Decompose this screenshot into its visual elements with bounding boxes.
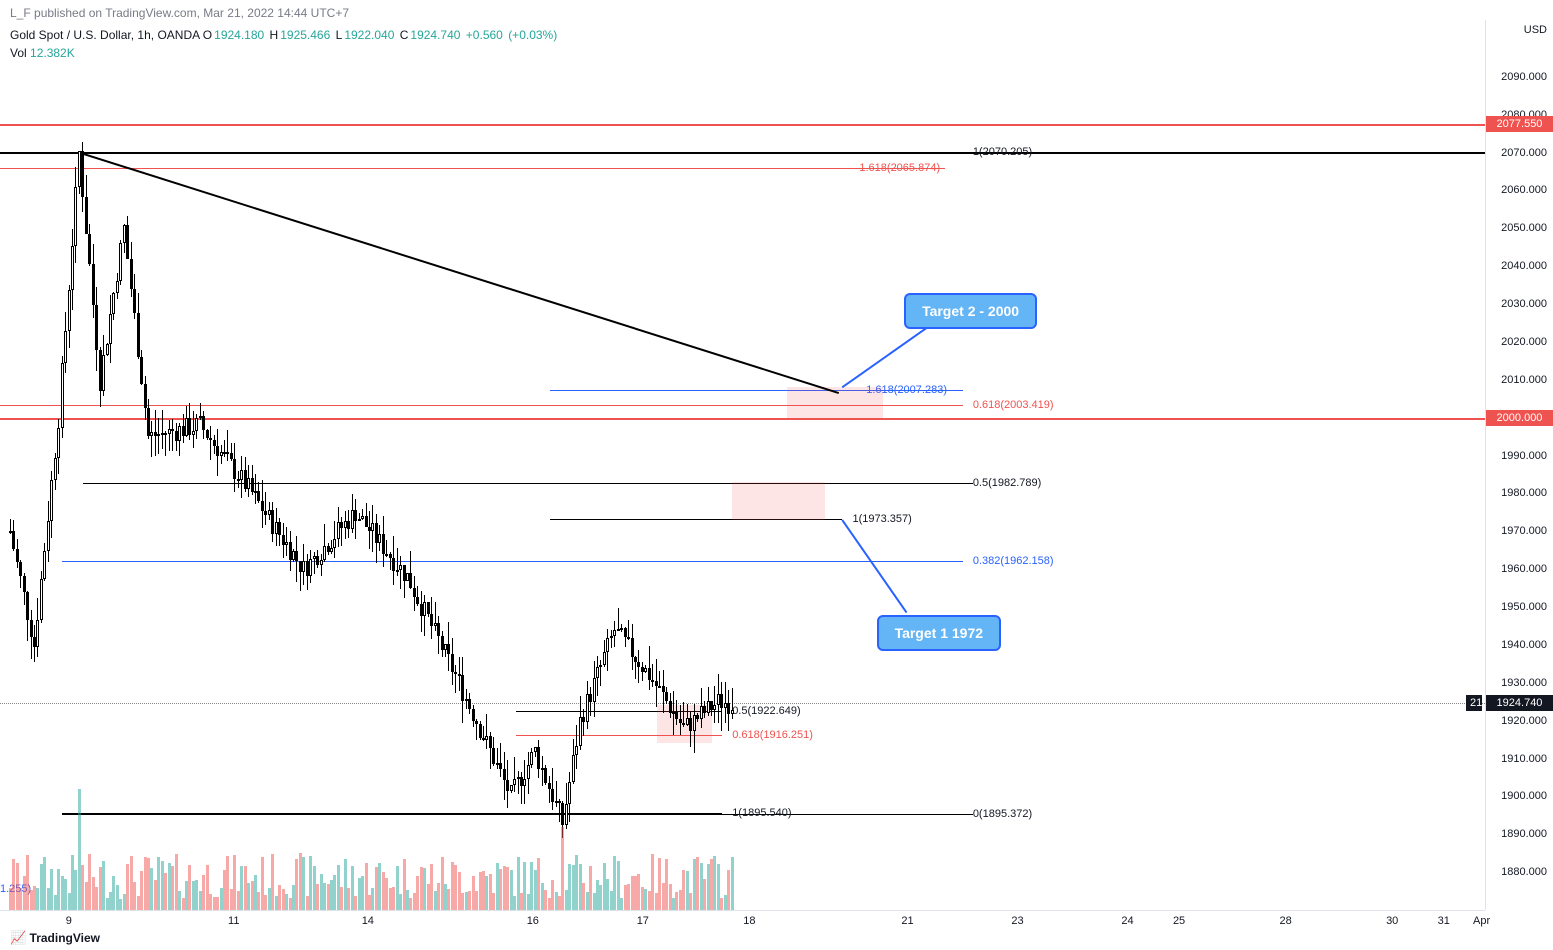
price-tick: 1970.000 xyxy=(1501,525,1547,537)
fib-label[interactable]: 1.618(2065.874) xyxy=(859,162,940,174)
fib-label[interactable]: 1(1973.357) xyxy=(853,513,912,525)
price-tick: 2070.000 xyxy=(1501,147,1547,159)
publish-header: L_F published on TradingView.com, Mar 21… xyxy=(10,6,349,20)
price-tick: 1950.000 xyxy=(1501,601,1547,613)
price-tick: 2020.000 xyxy=(1501,336,1547,348)
published-on: published on TradingView.com, xyxy=(34,6,200,20)
currency-label: USD xyxy=(1524,24,1547,36)
price-badge: 2000.000 xyxy=(1486,410,1553,426)
price-tick: 1890.000 xyxy=(1501,828,1547,840)
time-tick: 30 xyxy=(1386,915,1398,927)
chart-pane[interactable]: 1(2070.205)1.618(2065.874)1.618(2007.283… xyxy=(0,20,1485,910)
time-tick: 25 xyxy=(1173,915,1185,927)
time-axis[interactable]: 9111416171821232425283031Apr xyxy=(0,910,1485,928)
time-tick: 23 xyxy=(1011,915,1023,927)
fib-label[interactable]: 0.618(1916.251) xyxy=(732,729,813,741)
horizontal-line[interactable] xyxy=(0,124,1485,126)
horizontal-line[interactable] xyxy=(62,561,963,562)
time-tick: 24 xyxy=(1121,915,1133,927)
fib-label[interactable]: 1(2070.205) xyxy=(973,146,1032,158)
price-tick: 2090.000 xyxy=(1501,71,1547,83)
last-price-line xyxy=(0,703,1485,704)
price-tick: 2050.000 xyxy=(1501,222,1547,234)
time-tick: 17 xyxy=(637,915,649,927)
time-tick: 18 xyxy=(743,915,755,927)
volume-bar xyxy=(731,857,734,910)
fib-label[interactable]: 1(1895.540) xyxy=(732,807,791,819)
fib-label[interactable]: 0.5(1922.649) xyxy=(732,705,801,717)
price-tick: 1920.000 xyxy=(1501,715,1547,727)
fib-label[interactable]: 0.5(1982.789) xyxy=(973,477,1042,489)
horizontal-line[interactable] xyxy=(0,152,1485,154)
highlight-rect[interactable] xyxy=(787,387,883,417)
time-tick: 31 xyxy=(1438,915,1450,927)
price-tick: 2060.000 xyxy=(1501,184,1547,196)
fib-label[interactable]: 0.618(2003.419) xyxy=(973,399,1054,411)
time-tick: 9 xyxy=(66,915,72,927)
price-badge: 2077.550 xyxy=(1486,116,1553,132)
countdown-badge: 21 xyxy=(1466,695,1482,711)
price-tick: 2030.000 xyxy=(1501,298,1547,310)
price-tick: 1900.000 xyxy=(1501,790,1547,802)
price-tick: 2010.000 xyxy=(1501,374,1547,386)
price-tick: 1980.000 xyxy=(1501,487,1547,499)
time-tick: 14 xyxy=(362,915,374,927)
callout[interactable]: Target 2 - 2000 xyxy=(904,293,1037,329)
price-tick: 1930.000 xyxy=(1501,677,1547,689)
publish-date: Mar 21, 2022 14:44 UTC+7 xyxy=(203,6,349,20)
price-tick: 1880.000 xyxy=(1501,866,1547,878)
price-tick: 1910.000 xyxy=(1501,753,1547,765)
horizontal-line[interactable] xyxy=(0,168,945,169)
logo-text: TradingView xyxy=(30,931,100,945)
time-tick: 16 xyxy=(527,915,539,927)
price-badge: 1924.740 xyxy=(1486,695,1553,711)
time-tick: 11 xyxy=(228,915,239,927)
callout[interactable]: Target 1 1972 xyxy=(877,615,1001,651)
price-tick: 1940.000 xyxy=(1501,639,1547,651)
price-axis[interactable]: USD 2090.0002080.0002070.0002060.0002050… xyxy=(1485,20,1553,910)
fib-label[interactable]: 0(1895.372) xyxy=(973,808,1032,820)
publisher: L_F xyxy=(10,6,31,20)
time-tick: 28 xyxy=(1280,915,1292,927)
time-tick: Apr xyxy=(1473,915,1490,927)
horizontal-line[interactable] xyxy=(83,483,973,484)
time-tick: 21 xyxy=(901,915,913,927)
horizontal-line[interactable] xyxy=(62,814,973,815)
price-tick: 1960.000 xyxy=(1501,563,1547,575)
fib-label[interactable]: 0.382(1962.158) xyxy=(973,555,1054,567)
price-tick: 1990.000 xyxy=(1501,450,1547,462)
tradingview-logo: 📈 TradingView xyxy=(10,930,100,946)
horizontal-line[interactable] xyxy=(0,418,1485,420)
price-tick: 2040.000 xyxy=(1501,260,1547,272)
highlight-rect[interactable] xyxy=(732,482,825,520)
